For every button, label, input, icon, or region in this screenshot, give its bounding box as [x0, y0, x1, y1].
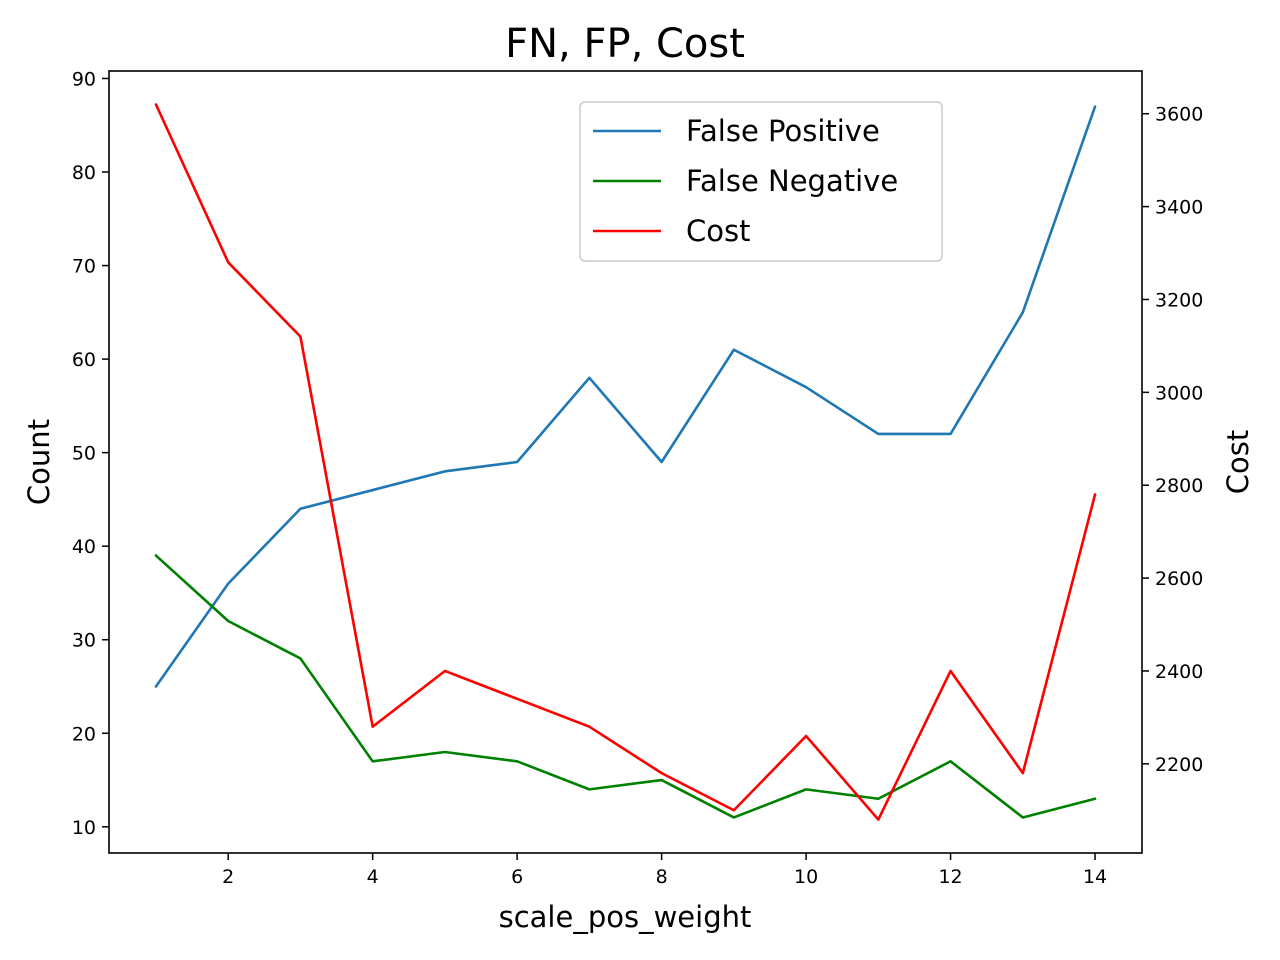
- y-left-tick-label: 60: [72, 349, 96, 371]
- x-tick-label: 6: [511, 866, 523, 888]
- y-right-tick-label: 2200: [1155, 754, 1203, 776]
- x-tick-label: 10: [794, 866, 818, 888]
- x-tick-label: 4: [367, 866, 379, 888]
- y-left-tick-label: 10: [72, 817, 96, 839]
- y-right-tick-label: 2600: [1155, 568, 1203, 590]
- series-line-false-positive: [154, 105, 1097, 688]
- legend-items: False Positive False Negative Cost: [593, 114, 898, 248]
- x-tick-label: 2: [222, 866, 234, 888]
- x-tick-label: 14: [1083, 866, 1107, 888]
- x-axis-label: scale_pos_weight: [499, 900, 752, 934]
- x-tick-label: 8: [656, 866, 668, 888]
- legend-label-false-negative: False Negative: [686, 164, 898, 198]
- y-left-tick-label: 80: [72, 162, 96, 184]
- y-left-tick-label: 90: [72, 68, 96, 90]
- legend: False Positive False Negative Cost: [579, 101, 943, 262]
- y-left-tick-label: 20: [72, 723, 96, 745]
- series-line-false-negative: [154, 554, 1097, 819]
- y-right-tick-label: 3200: [1155, 289, 1203, 311]
- x-axis-ticks: 2 4 6 8 10 12 14: [222, 853, 1107, 888]
- legend-box: [579, 101, 943, 262]
- y-right-tick-label: 3000: [1155, 382, 1203, 404]
- y-axis-right-label: Cost: [1221, 430, 1255, 494]
- legend-label-cost: Cost: [686, 214, 750, 248]
- y-left-tick-label: 30: [72, 630, 96, 652]
- y-left-tick-label: 50: [72, 443, 96, 465]
- y-axis-left-ticks: 10 20 30 40 50 60 70 80 90: [72, 68, 109, 839]
- chart-title: FN, FP, Cost: [505, 21, 745, 67]
- y-right-tick-label: 3400: [1155, 197, 1203, 219]
- y-left-tick-label: 70: [72, 256, 96, 278]
- series-lines: [154, 103, 1097, 821]
- plot-area-frame: [108, 70, 1143, 854]
- y-axis-right-ticks: 2200 2400 2600 2800 3000 3200 3400 3600: [1142, 104, 1203, 776]
- y-left-tick-label: 40: [72, 536, 96, 558]
- y-right-tick-label: 2400: [1155, 661, 1203, 683]
- series-line-cost: [154, 103, 1097, 821]
- y-axis-left-label: Count: [22, 419, 56, 505]
- x-tick-label: 12: [938, 866, 962, 888]
- y-right-tick-label: 2800: [1155, 475, 1203, 497]
- y-right-tick-label: 3600: [1155, 104, 1203, 126]
- legend-label-false-positive: False Positive: [686, 114, 880, 148]
